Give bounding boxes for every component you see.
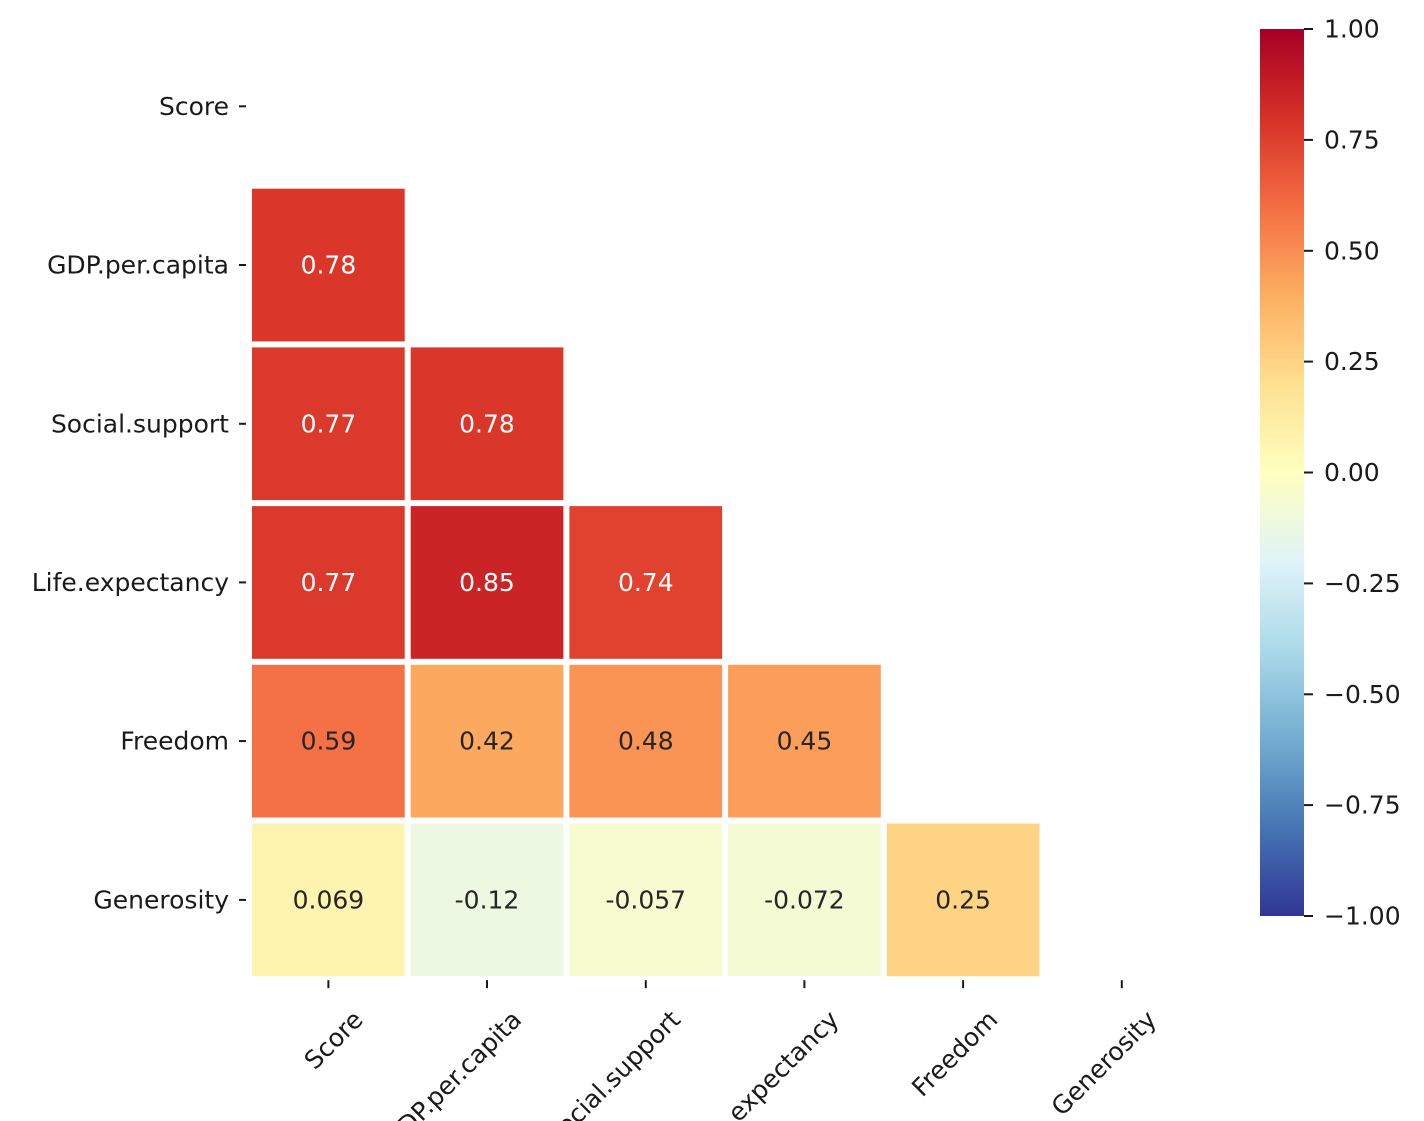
y-tick-label-generosity: Generosity: [93, 885, 229, 914]
cell-value-label: -0.057: [606, 885, 687, 914]
cell-value-label: 0.77: [301, 568, 357, 597]
heatmap-cell-life-expectancy-social-support: [569, 506, 723, 659]
heatmap-cell-gdp-per-capita-score: [252, 188, 405, 342]
colorbar-gradient: [1260, 29, 1304, 916]
x-tick-label-score: Score: [299, 1005, 369, 1075]
cell-value-label: 0.77: [301, 409, 357, 438]
cell-value-label: -0.12: [455, 885, 520, 914]
cell-value-label: 0.25: [935, 885, 991, 914]
y-tick-label-life-expectancy: Life.expectancy: [32, 568, 229, 597]
heatmap-cell-generosity-score: [252, 823, 405, 977]
y-tick-label-score: Score: [159, 92, 229, 121]
cell-value-label: 0.78: [301, 251, 357, 280]
heatmap-cell-freedom-score: [252, 664, 405, 818]
cell-value-label: -0.072: [764, 885, 845, 914]
heatmap-cell-social-support-gdp-per-capita: [410, 347, 564, 501]
colorbar-tick-label: 0.25: [1324, 347, 1380, 376]
heatmap-cell-freedom-life-expectancy: [728, 664, 881, 818]
cell-value-label: 0.069: [293, 885, 365, 914]
colorbar-tick-label: 0.50: [1324, 236, 1380, 265]
heatmap-cell-freedom-gdp-per-capita: [410, 664, 564, 818]
cell-value-label: 0.48: [618, 727, 674, 756]
heatmap-cell-social-support-score: [252, 347, 405, 501]
y-axis: Score GDP.per.capita Social.support Life.ex…: [32, 92, 246, 914]
cell-value-label: 0.45: [777, 727, 833, 756]
colorbar-tick-label: 0.00: [1324, 458, 1380, 487]
cell-value-label: 0.59: [301, 727, 357, 756]
heatmap-cell-generosity-social-support: [569, 823, 723, 977]
cell-value-label: 0.78: [459, 409, 515, 438]
colorbar-tick-label: −0.75: [1324, 791, 1401, 820]
colorbar-tick-label: 1.00: [1324, 15, 1380, 44]
cell-value-label: 0.74: [618, 568, 674, 597]
colorbar-tick-label: 0.75: [1324, 125, 1380, 154]
colorbar-tick-label: −1.00: [1324, 902, 1401, 931]
heatmap-cell-generosity-gdp-per-capita: [410, 823, 564, 977]
cell-value-label: 0.42: [459, 727, 515, 756]
heatmap-cell-generosity-freedom: [886, 823, 1040, 977]
y-tick-label-social-support: Social.support: [51, 409, 229, 438]
colorbar-tick-label: −0.25: [1324, 569, 1401, 598]
cell-value-label: 0.85: [459, 568, 515, 597]
heatmap-cell-generosity-life-expectancy: [728, 823, 881, 977]
y-tick-label-gdp-per-capita: GDP.per.capita: [47, 251, 229, 280]
heatmap-cells: 0.78 0.77 0.78 0.77 0.85 0.74 0.59 0.42 0.48 0.45…: [252, 188, 1040, 977]
x-tick-label-social-support: Social.support: [540, 1005, 687, 1121]
x-tick-label-freedom: Freedom: [906, 1005, 1003, 1102]
heatmap-cell-freedom-social-support: [569, 664, 723, 818]
x-tick-label-gdp-per-capita: GDP.per.capita: [378, 1005, 527, 1121]
heatmap-cell-life-expectancy-score: [252, 506, 405, 659]
x-tick-label-life-expectancy: Life.expectancy: [685, 1005, 845, 1121]
y-tick-label-freedom: Freedom: [120, 727, 229, 756]
colorbar-tick-label: −0.50: [1324, 680, 1401, 709]
x-axis: Score GDP.per.capita Social.supportLife.ex…: [299, 980, 1163, 1121]
heatmap-cell-life-expectancy-gdp-per-capita: [410, 506, 564, 659]
colorbar: 1.00 0.75 0.50 0.25 0.00 −0.25 −0.50 −0.75 −1.00: [1260, 15, 1401, 931]
x-tick-label-generosity: Generosity: [1046, 1005, 1163, 1121]
